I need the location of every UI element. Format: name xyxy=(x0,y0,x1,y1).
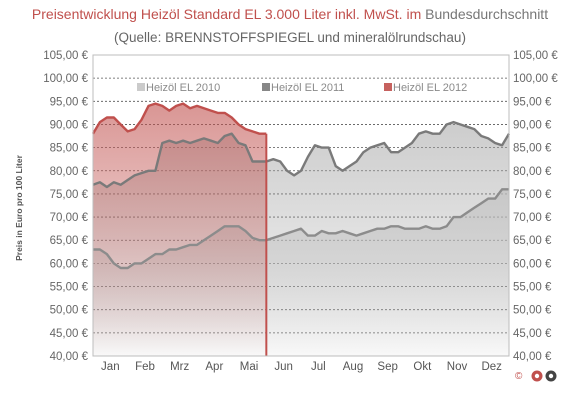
chart-title-part: Bundesdurchschnitt xyxy=(425,6,549,22)
legend-label: Heizöl EL 2012 xyxy=(393,82,467,94)
x-tick-label: Apr xyxy=(205,361,223,373)
x-tick-label: Sep xyxy=(377,361,397,373)
axes: 40,00 € 40,00 € 45,00 € 45,00 € 50,00 € 50,00… xyxy=(43,50,558,373)
y-axis-label: Preis in Euro pro 100 Liter xyxy=(14,154,24,261)
y-tick-label-left: 50,00 € xyxy=(50,305,89,317)
legend-swatch xyxy=(262,83,270,91)
x-tick-label: Jun xyxy=(274,361,293,373)
y-tick-label-right: 40,00 € xyxy=(513,351,552,363)
y-tick-label-left: 100,00 € xyxy=(43,73,88,85)
series-line xyxy=(92,120,511,189)
x-tick-label: Jul xyxy=(311,361,326,373)
chart-subtitle: (Quelle: BRENNSTOFFSPIEGEL und mineralöl… xyxy=(114,30,466,45)
series-areas xyxy=(93,103,509,356)
legend-swatch xyxy=(137,83,145,91)
y-tick-label-left: 75,00 € xyxy=(50,189,89,201)
x-tick-label: Mrz xyxy=(170,361,189,373)
x-tick-label: Dez xyxy=(481,361,502,373)
y-tick-label-right: 80,00 € xyxy=(513,166,552,178)
y-tick-label-right: 60,00 € xyxy=(513,258,552,270)
y-tick-label-left: 55,00 € xyxy=(50,282,89,294)
y-tick-label-left: 90,00 € xyxy=(50,119,89,131)
legend-label: Heizöl EL 2010 xyxy=(146,82,220,94)
y-tick-label-right: 100,00 € xyxy=(513,73,558,85)
y-tick-label-left: 105,00 € xyxy=(43,50,88,62)
y-tick-label-right: 90,00 € xyxy=(513,119,552,131)
x-tick-label: Nov xyxy=(447,361,468,373)
y-tick-label-left: 65,00 € xyxy=(50,235,89,247)
x-tick-label: Aug xyxy=(343,361,363,373)
series-line xyxy=(93,188,509,270)
x-tick-label: Okt xyxy=(413,361,432,373)
chart-title: Preisentwicklung Heizöl Standard EL 3.00… xyxy=(0,6,580,22)
y-tick-label-right: 70,00 € xyxy=(513,212,552,224)
y-tick-label-right: 50,00 € xyxy=(513,305,552,317)
brand-logo: © xyxy=(515,370,557,382)
y-tick-label-left: 60,00 € xyxy=(50,258,89,270)
series-area xyxy=(93,103,267,356)
x-tick-label: Feb xyxy=(135,361,155,373)
y-tick-label-left: 70,00 € xyxy=(50,212,89,224)
y-tick-label-right: 85,00 € xyxy=(513,143,552,155)
y-tick-label-left: 40,00 € xyxy=(50,351,89,363)
y-tick-label-right: 55,00 € xyxy=(513,282,552,294)
y-tick-label-left: 80,00 € xyxy=(50,166,89,178)
y-tick-label-right: 95,00 € xyxy=(513,96,552,108)
x-tick-label: Jan xyxy=(101,361,120,373)
y-tick-label-right: 105,00 € xyxy=(513,50,558,62)
series-lines xyxy=(91,102,511,356)
plot-frame xyxy=(92,54,510,357)
logo-mark-white xyxy=(534,373,540,379)
y-tick-label-right: 45,00 € xyxy=(513,328,552,340)
copyright-glyph: © xyxy=(515,371,523,382)
legend-label: Heizöl EL 2011 xyxy=(271,82,344,94)
logo-mark-grey-inner xyxy=(548,373,554,379)
y-tick-label-left: 95,00 € xyxy=(50,96,89,108)
y-tick-label-left: 45,00 € xyxy=(50,328,89,340)
legend: Heizöl EL 2010 Heizöl EL 2011 Heizöl EL 20… xyxy=(137,82,467,94)
y-tick-label-right: 75,00 € xyxy=(513,189,552,201)
chart-title-part: Preisentwicklung Heizöl Standard EL 3.00… xyxy=(31,6,426,22)
y-tick-label-right: 65,00 € xyxy=(513,235,552,247)
legend-swatch xyxy=(384,83,392,91)
x-tick-label: Mai xyxy=(240,361,259,373)
y-tick-label-left: 85,00 € xyxy=(50,143,89,155)
series-line xyxy=(91,102,267,135)
